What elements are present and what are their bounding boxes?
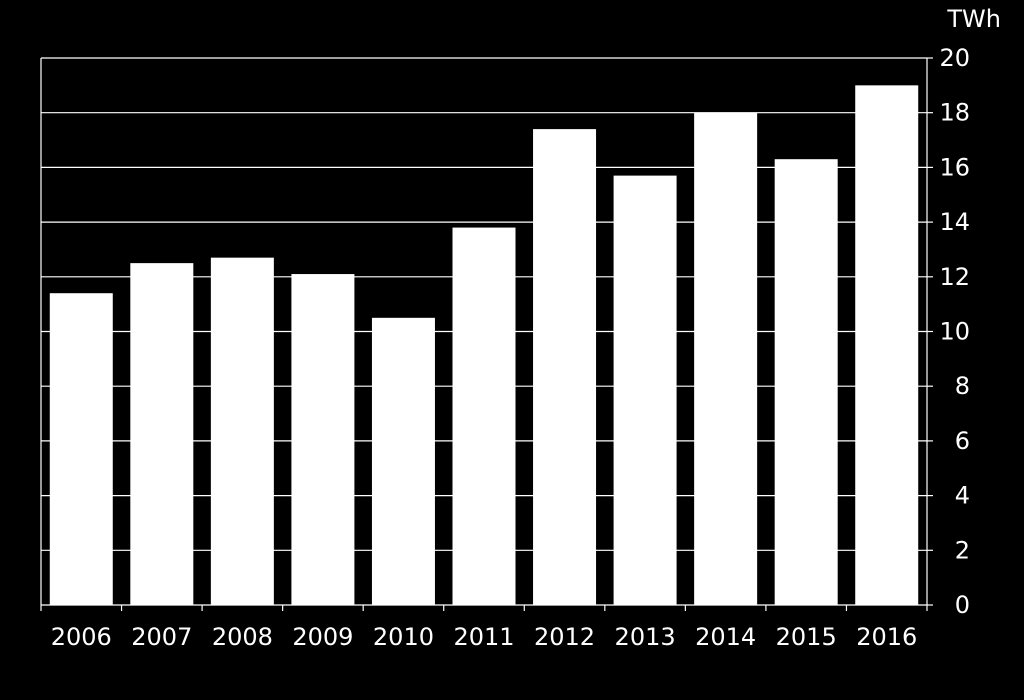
y-tick-label-16: 16 <box>939 153 970 181</box>
bar-2014 <box>694 112 758 605</box>
x-tick-label-2013: 2013 <box>615 623 676 651</box>
x-tick-label-2016: 2016 <box>856 623 917 651</box>
y-tick-label-0: 0 <box>955 591 970 619</box>
bar-2015 <box>774 159 838 605</box>
bar-2013 <box>613 175 677 606</box>
x-tick-label-2012: 2012 <box>534 623 595 651</box>
bar-2012 <box>533 129 597 606</box>
bar-2011 <box>452 227 516 605</box>
x-tick-label-2007: 2007 <box>131 623 192 651</box>
bar-2009 <box>291 274 355 605</box>
y-axis-unit-label: TWh <box>946 5 1001 33</box>
bar-2006 <box>49 293 113 605</box>
bar-2008 <box>210 257 274 605</box>
y-tick-label-6: 6 <box>955 427 970 455</box>
bar-2007 <box>130 263 194 606</box>
y-tick-label-14: 14 <box>939 208 970 236</box>
y-tick-label-18: 18 <box>939 99 970 127</box>
x-tick-label-2008: 2008 <box>212 623 273 651</box>
y-tick-label-4: 4 <box>955 482 970 510</box>
x-tick-label-2011: 2011 <box>453 623 514 651</box>
y-tick-label-10: 10 <box>939 318 970 346</box>
y-tick-label-20: 20 <box>939 44 970 72</box>
x-tick-label-2010: 2010 <box>373 623 434 651</box>
x-tick-label-2015: 2015 <box>776 623 837 651</box>
bar-2010 <box>371 317 435 605</box>
x-tick-label-2006: 2006 <box>51 623 112 651</box>
tick-labels: 0 2 4 6 8 10 12 14 16 18 20 2006 2007 2008 2009 2010 201… <box>51 44 970 651</box>
axes <box>40 57 933 611</box>
y-tick-label-2: 2 <box>955 536 970 564</box>
y-tick-label-8: 8 <box>955 372 970 400</box>
y-tick-label-12: 12 <box>939 263 970 291</box>
bar-2016 <box>855 85 919 606</box>
x-tick-label-2014: 2014 <box>695 623 756 651</box>
bars <box>49 85 919 606</box>
x-tick-label-2009: 2009 <box>292 623 353 651</box>
